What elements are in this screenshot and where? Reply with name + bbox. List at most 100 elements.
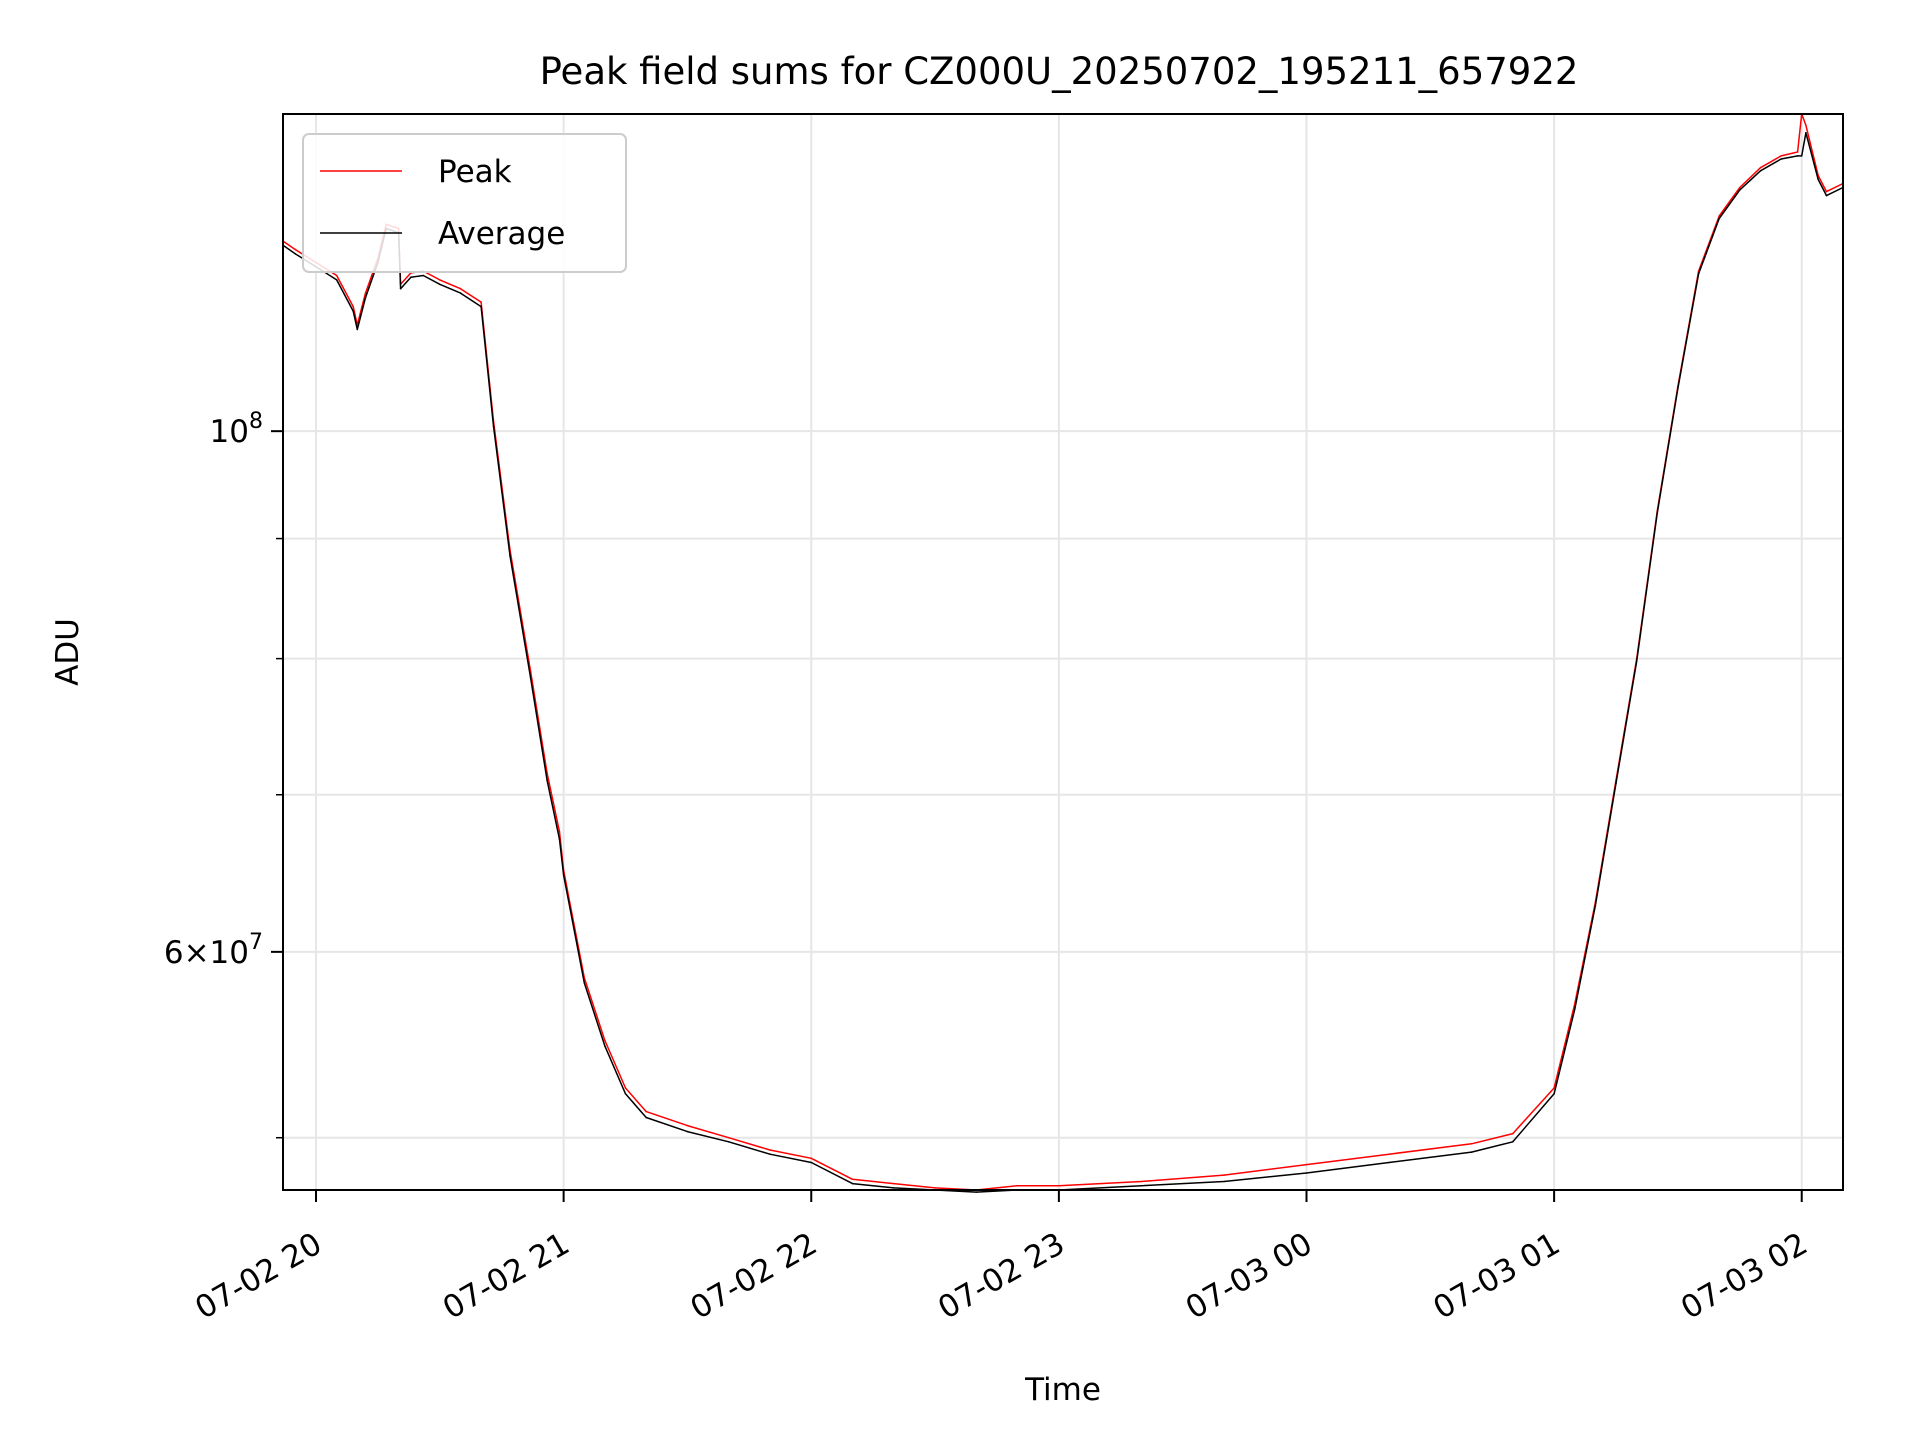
data-point-peak: [335, 274, 338, 277]
data-point-average: [1677, 387, 1679, 390]
data-point-average: [1656, 512, 1659, 514]
y-tick-label: 108: [210, 409, 263, 450]
data-point-peak: [1739, 186, 1741, 189]
data-point-peak: [1805, 124, 1807, 127]
data-point-average: [410, 276, 412, 279]
y-tick-label-exponent: 8: [249, 409, 263, 434]
legend-box: [302, 133, 627, 273]
data-point-average: [1615, 782, 1617, 784]
data-point-average: [1718, 217, 1720, 220]
data-point-peak: [934, 1187, 936, 1189]
data-point-peak: [686, 1124, 689, 1127]
chart-title: Peak field sums for CZ000U_20250702_1952…: [540, 50, 1579, 93]
data-point-average: [1470, 1151, 1473, 1153]
data-point-peak: [1305, 1163, 1308, 1166]
data-point-peak: [1140, 1180, 1143, 1183]
data-point-average: [851, 1182, 854, 1185]
data-point-average: [459, 292, 462, 294]
data-point-peak: [624, 1087, 627, 1089]
data-point-peak: [851, 1178, 854, 1181]
data-point-peak: [1470, 1143, 1473, 1145]
data-point-average: [439, 283, 441, 286]
data-point-average: [422, 274, 425, 277]
data-point-average: [480, 305, 482, 308]
y-tick-label-base: 10: [210, 935, 249, 971]
data-point-average: [492, 425, 495, 427]
y-tick-label: 6×107: [164, 930, 263, 971]
data-point-peak: [893, 1182, 895, 1185]
data-point-peak: [1223, 1174, 1225, 1176]
data-point-average: [1697, 272, 1700, 275]
data-point-peak: [604, 1039, 606, 1042]
data-point-average: [546, 779, 548, 782]
data-point-average: [1594, 904, 1597, 907]
data-point-average: [769, 1153, 771, 1155]
data-point-average: [356, 328, 359, 331]
data-point-peak: [1759, 166, 1762, 169]
data-point-average: [975, 1191, 978, 1193]
data-point-peak: [1718, 215, 1720, 217]
data-point-peak: [558, 831, 561, 833]
grid-lines: [283, 114, 1843, 1190]
data-point-average: [1817, 178, 1819, 181]
data-point-average: [1553, 1093, 1555, 1095]
data-point-peak: [352, 305, 355, 308]
data-point-average: [1388, 1161, 1390, 1164]
data-point-peak: [294, 248, 297, 251]
data-point-average: [1223, 1180, 1225, 1183]
data-point-peak: [439, 279, 441, 281]
data-point-average: [583, 982, 586, 984]
data-point-average: [352, 310, 355, 312]
data-point-peak: [727, 1136, 730, 1139]
data-point-average: [1805, 132, 1807, 134]
y-tick-label-mantissa: 6: [164, 935, 184, 971]
data-point-average: [645, 1116, 647, 1119]
data-point-average: [509, 554, 511, 557]
data-point-peak: [1388, 1153, 1390, 1155]
data-point-average: [1305, 1172, 1308, 1174]
data-point-average: [604, 1045, 606, 1047]
data-point-average: [624, 1093, 627, 1095]
data-point-peak: [364, 292, 367, 294]
data-point-average: [1739, 189, 1741, 191]
y-tick-label-exponent: 7: [249, 930, 263, 955]
series-lines: [282, 113, 1844, 1193]
data-point-peak: [810, 1157, 813, 1160]
data-point-peak: [1512, 1132, 1514, 1135]
legend: Peak Average: [302, 133, 627, 273]
data-point-average: [893, 1187, 895, 1189]
data-point-average: [1140, 1184, 1143, 1187]
data-point-average: [558, 838, 561, 841]
x-axis-label: Time: [1024, 1372, 1101, 1408]
data-point-average: [727, 1141, 730, 1143]
data-point-average: [1759, 170, 1762, 172]
data-point-peak: [1825, 190, 1828, 193]
data-point-average: [1512, 1141, 1514, 1143]
series-line-average: [282, 132, 1844, 1193]
y-axis-label: ADU: [50, 618, 86, 686]
data-point-average: [1573, 1008, 1576, 1011]
data-point-average: [399, 287, 402, 290]
data-point-peak: [1016, 1184, 1019, 1187]
data-point-peak: [480, 301, 482, 303]
data-point-average: [1796, 155, 1799, 157]
y-tick-label-times: ×: [184, 935, 210, 971]
data-point-average: [1780, 158, 1782, 160]
plot-frame: [282, 113, 1844, 1191]
data-point-average: [529, 677, 532, 679]
data-point-average: [1635, 660, 1638, 662]
legend-label-peak: Peak: [438, 154, 512, 190]
data-point-average: [686, 1130, 689, 1133]
data-point-peak: [1553, 1087, 1555, 1089]
data-point-average: [294, 253, 297, 255]
data-point-average: [364, 296, 367, 299]
legend-label-average: Average: [438, 216, 565, 252]
data-point-peak: [1058, 1184, 1060, 1187]
data-point-average: [1800, 155, 1803, 157]
data-point-average: [1825, 194, 1828, 197]
data-point-peak: [645, 1110, 647, 1113]
data-point-average: [335, 279, 338, 281]
